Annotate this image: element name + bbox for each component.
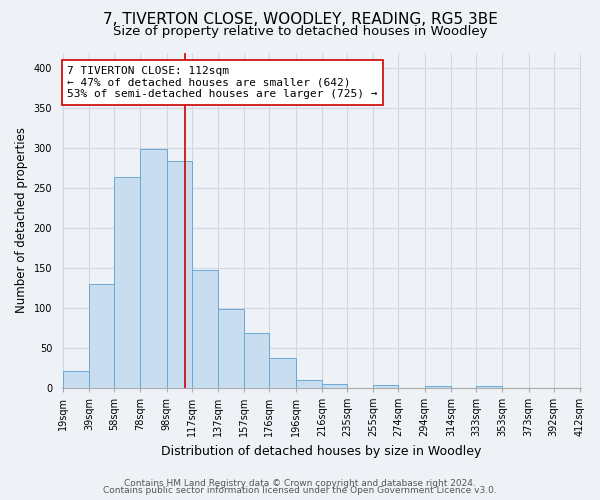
Text: 7 TIVERTON CLOSE: 112sqm
← 47% of detached houses are smaller (642)
53% of semi-: 7 TIVERTON CLOSE: 112sqm ← 47% of detach… [67, 66, 377, 99]
Bar [218, 310, 244, 388]
Bar [476, 386, 502, 388]
Bar [114, 177, 140, 388]
Bar [62, 371, 89, 388]
Text: Contains public sector information licensed under the Open Government Licence v3: Contains public sector information licen… [103, 486, 497, 495]
X-axis label: Distribution of detached houses by size in Woodley: Distribution of detached houses by size … [161, 444, 481, 458]
Bar [140, 149, 167, 388]
Bar [244, 334, 269, 388]
Bar [191, 270, 218, 388]
Bar [322, 384, 347, 388]
Text: Contains HM Land Registry data © Crown copyright and database right 2024.: Contains HM Land Registry data © Crown c… [124, 478, 476, 488]
Text: Size of property relative to detached houses in Woodley: Size of property relative to detached ho… [113, 25, 487, 38]
Text: 7, TIVERTON CLOSE, WOODLEY, READING, RG5 3BE: 7, TIVERTON CLOSE, WOODLEY, READING, RG5… [103, 12, 497, 28]
Bar [89, 284, 114, 388]
Bar [269, 358, 296, 388]
Y-axis label: Number of detached properties: Number of detached properties [15, 127, 28, 313]
Bar [296, 380, 322, 388]
Bar [425, 386, 451, 388]
Bar [167, 161, 191, 388]
Bar [373, 385, 398, 388]
